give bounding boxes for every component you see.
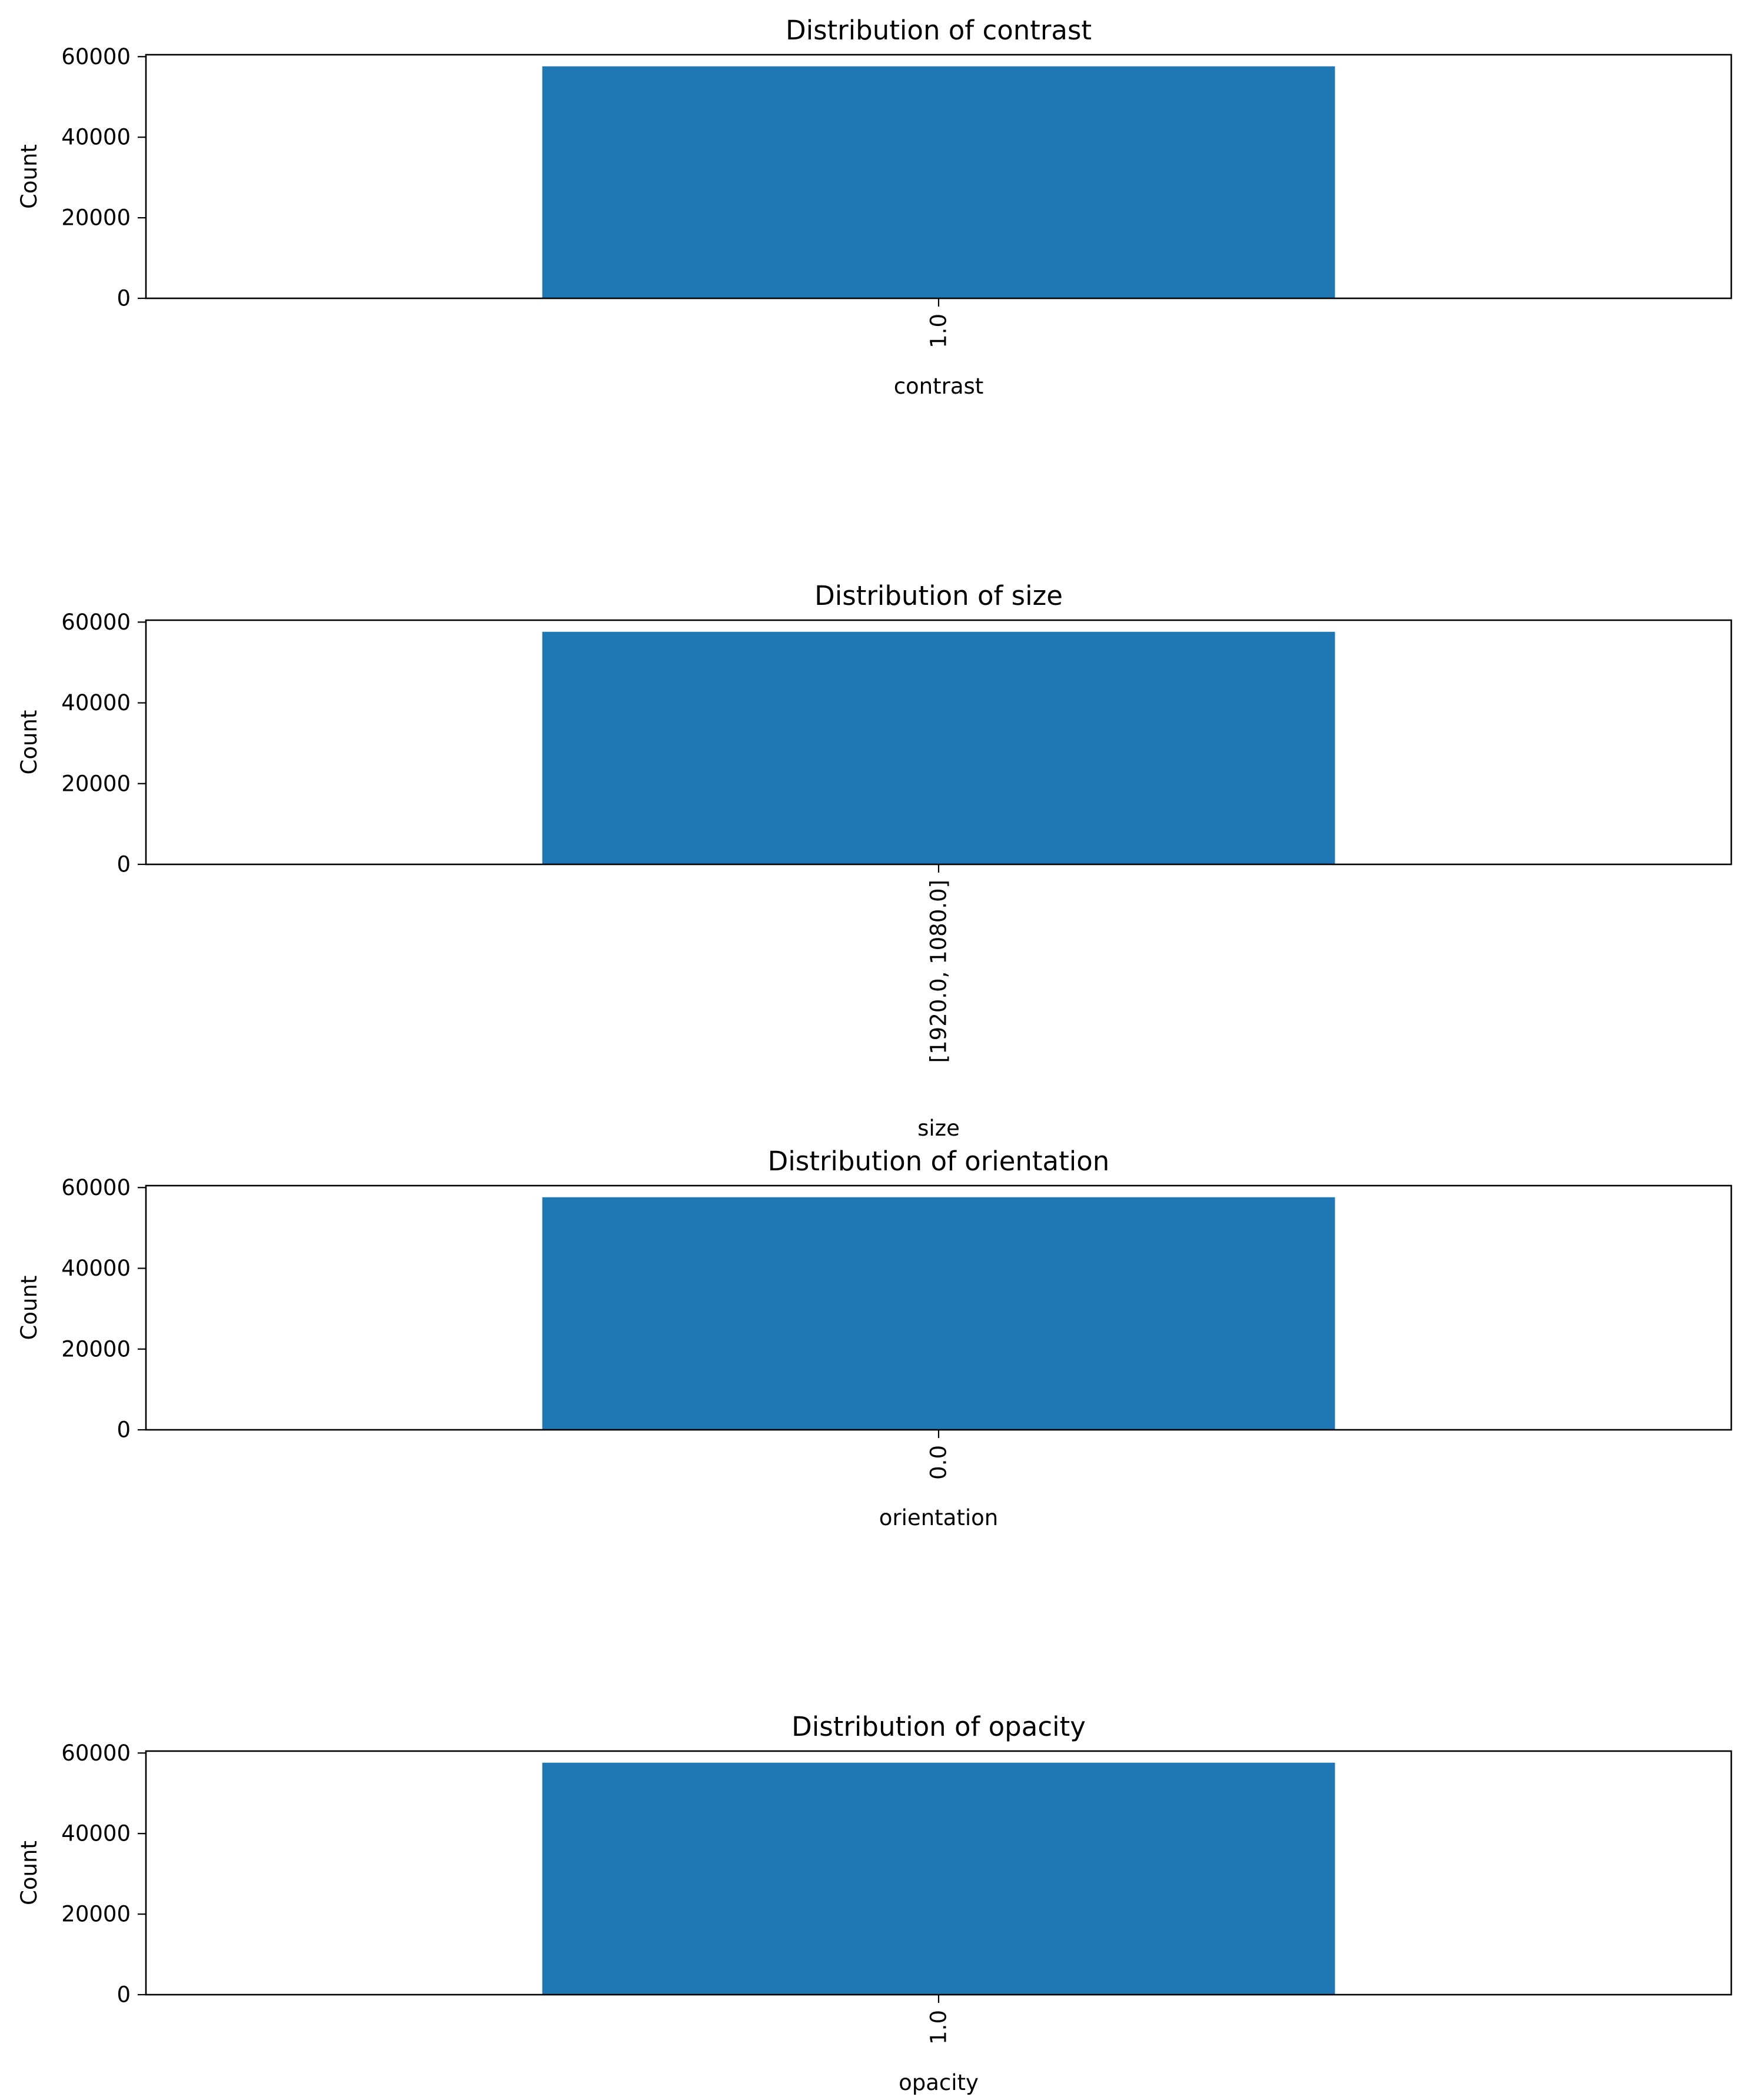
chart-panel-2: [1920.0, 1080.0] 0 20000 40000 60000 Distribu…: [16, 580, 1732, 1141]
y-tick-label: 60000: [61, 1740, 131, 1766]
y-tick-label: 60000: [61, 1175, 131, 1200]
axes-frame: [145, 1750, 1732, 1996]
y-tick-label: 60000: [61, 610, 131, 635]
y-tick-label: 20000: [61, 771, 131, 796]
y-tick-label: 40000: [61, 1256, 131, 1281]
x-axis-label: size: [917, 1116, 960, 1141]
chart-title: Distribution of opacity: [791, 1711, 1086, 1742]
y-tick-label: 40000: [61, 1821, 131, 1846]
y-tick-label: 0: [117, 286, 131, 311]
axes-frame: [145, 619, 1732, 866]
bar: [542, 1197, 1335, 1430]
bar: [542, 1762, 1335, 1995]
y-tick-label: 0: [117, 1982, 131, 2008]
y-tick-label: 20000: [61, 1902, 131, 1927]
chart-title: Distribution of contrast: [786, 15, 1092, 46]
chart-title: Distribution of orientation: [768, 1146, 1110, 1177]
bar: [542, 631, 1335, 864]
chart-title: Distribution of size: [814, 580, 1063, 611]
x-axis-label: contrast: [894, 374, 984, 399]
chart-panel-4: 1.0 0 20000 40000 60000 Distribution of opaci…: [16, 1711, 1732, 2095]
y-tick-label: 0: [117, 1417, 131, 1443]
chart-panel-1: 1.0 0 20000 40000 60000 Distribution of contr…: [16, 15, 1732, 399]
y-tick-label: 40000: [61, 125, 131, 150]
y-tick-label: 60000: [61, 44, 131, 69]
y-tick-label: 20000: [61, 205, 131, 231]
y-axis-label: Count: [16, 144, 42, 209]
bar: [542, 66, 1335, 298]
y-tick-label: 0: [117, 852, 131, 877]
chart-panel-3: 0.0 0 20000 40000 60000 Distribution of orien…: [16, 1146, 1732, 1530]
axes-frame: [145, 54, 1732, 299]
y-tick-label: 40000: [61, 690, 131, 715]
y-axis-label: Count: [16, 1276, 42, 1340]
x-tick-label: 1.0: [926, 2010, 952, 2045]
y-tick-label: 20000: [61, 1336, 131, 1362]
y-axis-label: Count: [16, 710, 42, 775]
x-tick-label: [1920.0, 1080.0]: [926, 880, 952, 1063]
axes-frame: [145, 1184, 1732, 1431]
y-axis-label: Count: [16, 1841, 42, 1905]
x-axis-label: opacity: [899, 2070, 979, 2095]
x-tick-label: 0.0: [926, 1445, 952, 1480]
x-axis-label: orientation: [879, 1505, 998, 1530]
x-tick-label: 1.0: [926, 314, 952, 348]
